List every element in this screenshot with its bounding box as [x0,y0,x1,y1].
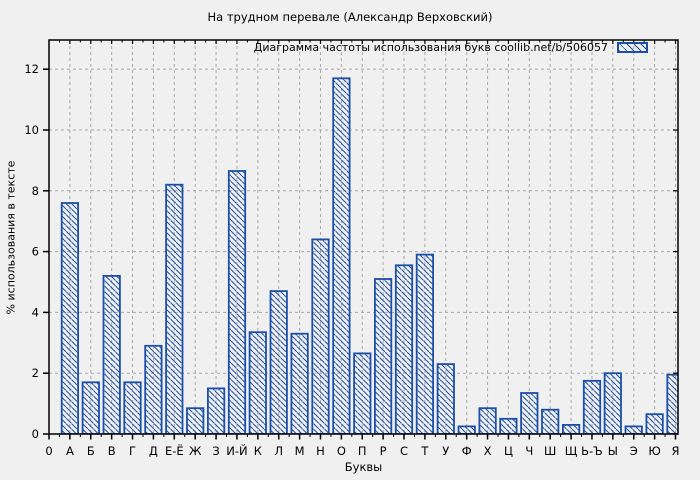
bar-М [290,332,309,434]
legend-hatch-swatch-icon [617,42,648,53]
bar-Щ [562,423,581,434]
x-tick-label-Щ: Щ [565,444,578,458]
bar-Ж [186,407,205,434]
y-axis-title: % использования в тексте [4,160,18,315]
x-tick-label-О: О [337,444,346,458]
x-tick-label-У: У [442,444,449,458]
x-tick-label-Е-Ё: Е-Ё [165,443,184,458]
y-tick-label-4: 4 [32,305,39,319]
bar-Х [478,407,497,434]
bar-Э [624,425,643,434]
y-tick-label-6: 6 [32,245,39,259]
bar-И-Й [227,170,247,434]
x-tick-label-Н: Н [316,444,325,458]
x-tick-label-Ч: Ч [525,444,533,458]
legend: Диаграмма частоты использования букв coo… [254,41,648,54]
x-tick-label-Г: Г [129,444,136,458]
x-tick-label-Б: Б [87,444,95,458]
x-tick-label-Р: Р [380,444,387,458]
x-tick-label-С: С [400,444,408,458]
x-tick-label-Л: Л [274,444,283,458]
bar-Л [269,290,288,434]
bar-Ч [520,392,539,434]
x-tick-label-Э: Э [630,444,638,458]
y-tick-label-10: 10 [24,123,39,137]
x-tick-label-И-Й: И-Й [226,443,247,458]
bar-Ш [541,408,560,434]
bar-Ф [457,425,476,434]
x-tick-label-Ц: Ц [504,444,513,458]
bar-А [60,202,80,434]
x-tick-label-З: З [212,444,219,458]
x-tick-label-Т: Т [420,444,429,458]
bar-К [248,331,267,434]
bar-Ь-Ъ [582,379,602,434]
bar-В [102,274,121,434]
x-tick-label-В: В [108,444,116,458]
x-tick-label-М: М [295,444,305,458]
bar-Р [373,278,393,434]
bar-Е-Ё [165,183,184,434]
y-tick-label-0: 0 [32,427,39,441]
bar-Ц [499,417,518,434]
bar-Г [123,381,142,434]
x-tick-label-П: П [358,444,367,458]
x-tick-label-Х: Х [484,444,492,458]
bar-Ю [645,413,664,434]
bar-З [206,387,226,434]
x-axis-title: Буквы [344,460,383,474]
bar-С [394,264,414,434]
x-tick-label-Д: Д [149,444,158,458]
bar-Ы [603,372,622,434]
x-tick-label-Ы: Ы [608,444,618,458]
y-tick-label-12: 12 [24,62,39,76]
bar-Н [311,238,330,434]
x-tick-label-К: К [254,444,262,458]
x-tick-label-Ь-Ъ: Ь-Ъ [581,444,603,458]
x-tick-label-Ж: Ж [189,444,202,458]
bar-У [436,363,455,434]
x-tick-label-0: 0 [45,444,52,458]
y-tick-label-2: 2 [32,366,39,380]
x-tick-label-Ф: Ф [462,444,472,458]
bar-Т [415,253,435,434]
legend-label: Диаграмма частоты использования букв coo… [253,41,608,54]
bar-Б [81,381,100,434]
bar-О [332,77,351,434]
y-tick-label-8: 8 [32,184,39,198]
x-tick-label-Я: Я [672,444,680,458]
x-tick-label-А: А [66,444,74,458]
bar-П [353,352,372,434]
plot-border [48,39,679,435]
bar-Я [666,373,678,434]
bar-Д [144,344,163,434]
bars-group [60,77,678,434]
chart-title: На трудном перевале (Александр Верховски… [207,10,493,24]
x-tick-label-Ш: Ш [544,444,556,458]
x-tick-label-Ю: Ю [648,444,660,458]
